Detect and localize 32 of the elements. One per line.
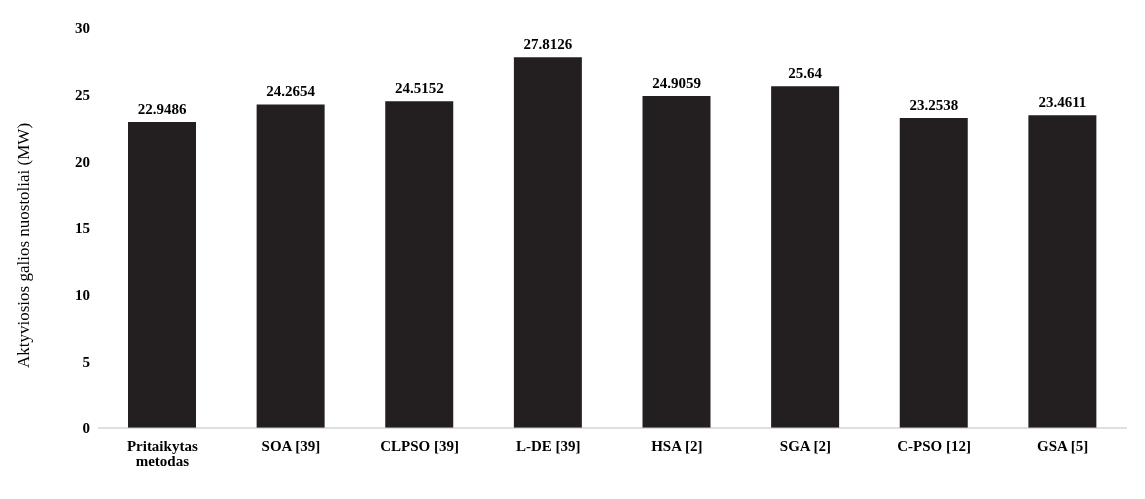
y-tick-label: 15: [75, 220, 90, 237]
data-label: 23.4611: [1038, 94, 1087, 111]
bar: [899, 117, 968, 428]
data-label: 23.2538: [909, 96, 959, 113]
bar: [385, 101, 454, 428]
y-axis-title: Aktyviosios galios nuostoliai (MW): [14, 122, 34, 368]
y-tick-label: 30: [75, 20, 90, 37]
y-tick-label: 5: [82, 353, 90, 370]
x-tick-label: L-DE [39]: [515, 437, 581, 454]
bar: [642, 95, 711, 428]
data-label: 24.2654: [266, 83, 316, 100]
y-tick-label: 0: [82, 420, 90, 437]
x-tick-label: CLPSO [39]: [380, 437, 459, 454]
data-label: 22.9486: [137, 101, 187, 118]
data-label: 24.5152: [394, 80, 444, 97]
y-tick-label: 20: [75, 153, 90, 170]
x-tick-label: C-PSO [12]: [897, 437, 971, 454]
x-tick-label: SOA [39]: [261, 437, 321, 454]
x-tick-label: Pritaikytas metodas: [126, 437, 198, 469]
bar: [513, 57, 582, 428]
y-tick-label: 25: [75, 86, 90, 103]
data-label: 24.9059: [652, 74, 701, 91]
data-label: 27.8126: [523, 36, 573, 53]
x-tick-label: SGA [2]: [779, 437, 832, 454]
x-tick-label: GSA [5]: [1037, 437, 1089, 454]
data-label: 25.64: [788, 65, 823, 82]
x-tick-label: HSA [2]: [651, 437, 703, 454]
bar: [771, 86, 840, 428]
y-tick-label: 10: [75, 286, 90, 303]
bar: [128, 122, 196, 428]
bar: [1028, 115, 1097, 428]
bar: [256, 104, 325, 428]
